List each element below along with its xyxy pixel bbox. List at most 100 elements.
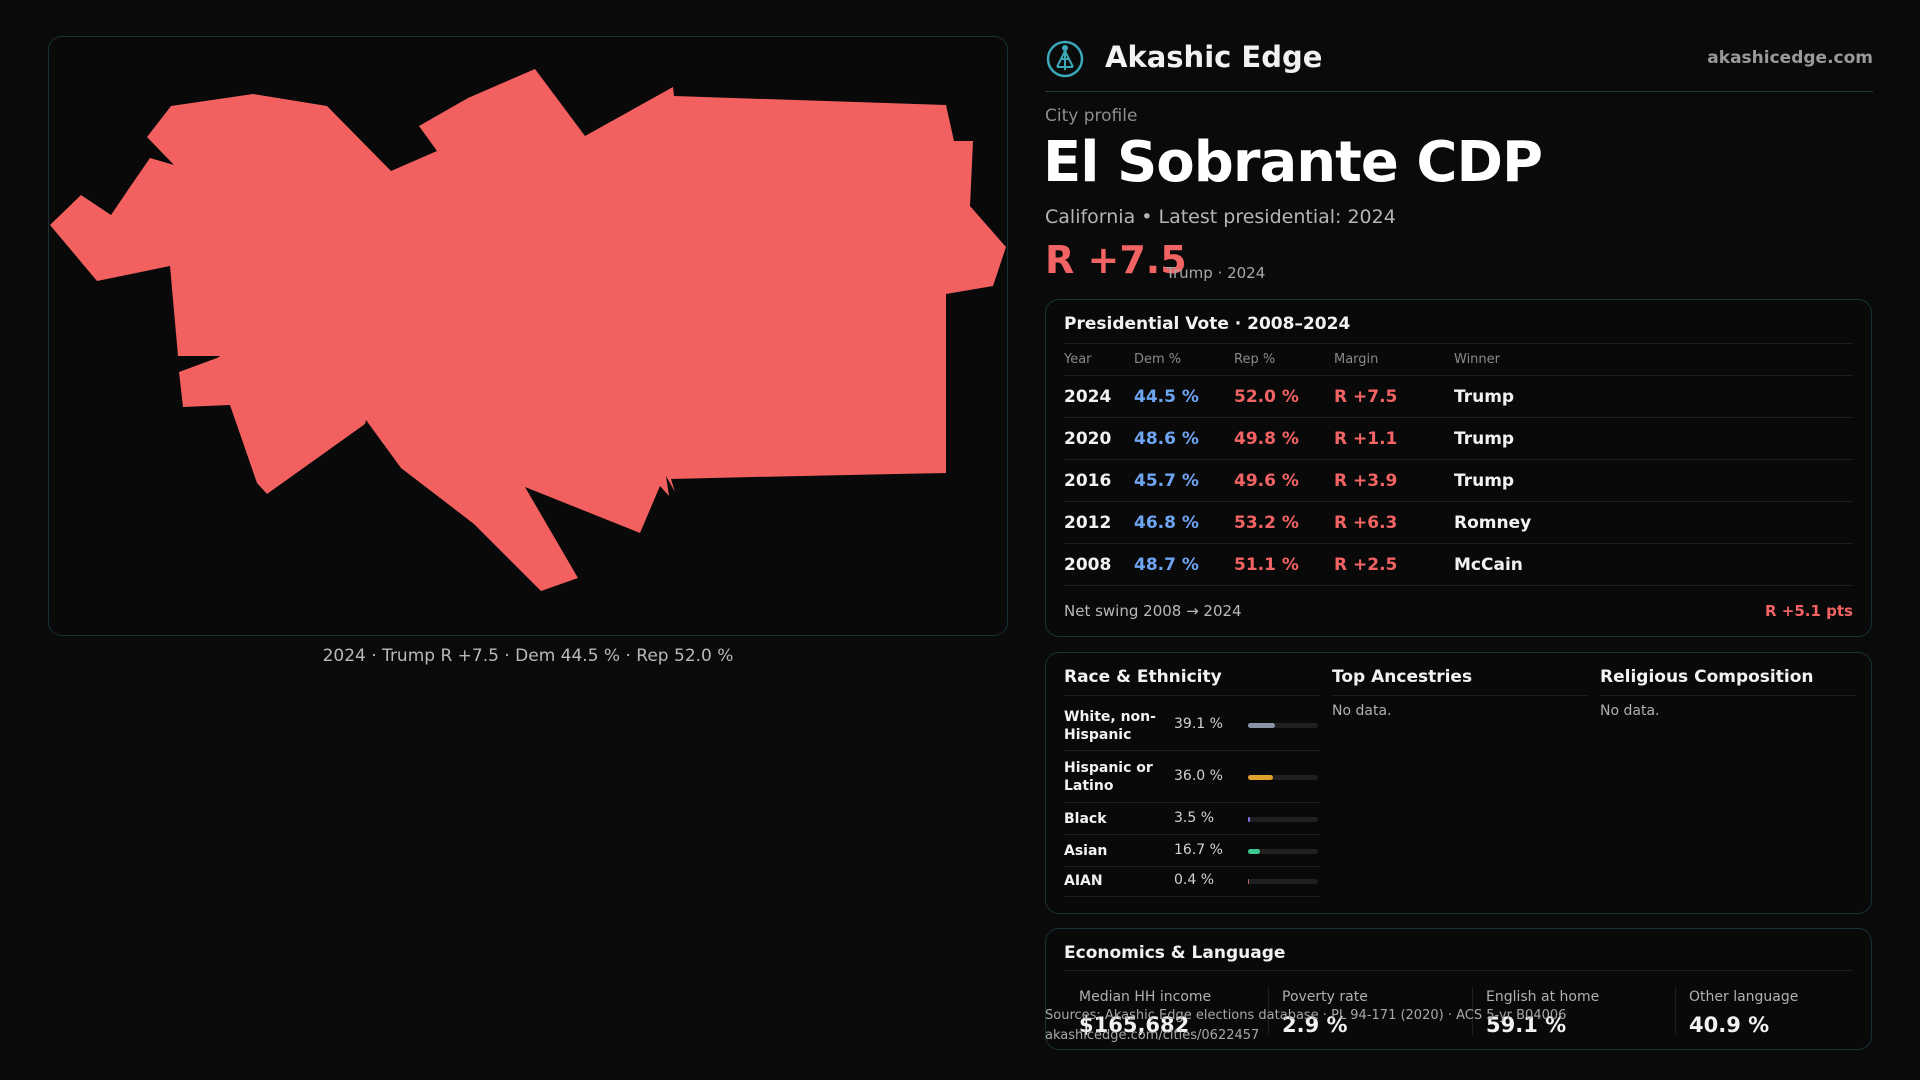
divider: [1472, 987, 1473, 1035]
cell-dem: 45.7 %: [1134, 471, 1199, 491]
circle-network-logo-icon: [1046, 40, 1084, 78]
map-caption: 2024 · Trump R +7.5 · Dem 44.5 % · Rep 5…: [322, 646, 734, 666]
cell-margin: R +3.9: [1334, 471, 1398, 491]
cell-year: 2012: [1064, 513, 1112, 533]
race-bar-fill: [1248, 817, 1251, 822]
city-boundary-shape: [50, 69, 1006, 591]
site-header: Akashic Edge akashicedge.com: [1045, 36, 1873, 92]
cell-winner: Trump: [1454, 471, 1515, 491]
cell-year: 2008: [1064, 555, 1112, 575]
brand-url-link[interactable]: akashicedge.com: [1707, 48, 1873, 68]
net-swing-value: R +5.1 pts: [1765, 602, 1853, 620]
race-label: Black: [1064, 811, 1107, 827]
cell-year: 2024: [1064, 387, 1112, 407]
cell-winner: McCain: [1454, 555, 1523, 575]
race-pct: 3.5 %: [1174, 810, 1215, 826]
stat-value: 40.9 %: [1689, 1013, 1770, 1037]
source-url-link[interactable]: akashicedge.com/cities/0622457: [1045, 1028, 1260, 1043]
cell-rep: 52.0 %: [1234, 387, 1299, 407]
race-bar-fill: [1248, 723, 1276, 728]
page-title: El Sobrante CDP: [1043, 130, 1543, 195]
top-ancestries-title: Top Ancestries: [1332, 667, 1473, 687]
cell-dem: 46.8 %: [1134, 513, 1199, 533]
race-pct: 16.7 %: [1174, 842, 1223, 858]
cell-year: 2020: [1064, 429, 1112, 449]
cell-dem: 48.7 %: [1134, 555, 1199, 575]
map-panel: [48, 36, 1008, 636]
headline-margin: R +7.5: [1045, 238, 1187, 282]
cell-margin: R +7.5: [1334, 387, 1398, 407]
race-row: AIAN 0.4 %: [1064, 867, 1320, 897]
divider: [1064, 970, 1853, 971]
city-boundary-map: [50, 69, 1006, 591]
cell-year: 2016: [1064, 471, 1112, 491]
source-citation: Sources: Akashic Edge elections database…: [1045, 1008, 1567, 1023]
cell-winner: Trump: [1454, 429, 1515, 449]
race-pct: 0.4 %: [1174, 872, 1215, 888]
cell-winner: Romney: [1454, 513, 1532, 533]
race-bar-fill: [1248, 775, 1274, 780]
stat-value: 59.1 %: [1486, 1013, 1567, 1037]
table-row: 2016 45.7 % 49.6 % R +3.9 Trump: [1064, 460, 1853, 502]
header-dem: Dem %: [1134, 352, 1182, 367]
cell-margin: R +2.5: [1334, 555, 1398, 575]
cell-winner: Trump: [1454, 387, 1515, 407]
divider: [1064, 343, 1853, 344]
religion-empty: No data.: [1600, 703, 1660, 719]
divider: [1064, 695, 1320, 696]
race-ethnicity-title: Race & Ethnicity: [1064, 667, 1222, 687]
stat-label: English at home: [1486, 989, 1600, 1005]
cell-rep: 53.2 %: [1234, 513, 1299, 533]
table-row: 2024 44.5 % 52.0 % R +7.5 Trump: [1064, 376, 1853, 418]
header-rep: Rep %: [1234, 352, 1276, 367]
divider: [1268, 987, 1269, 1035]
headline-margin-note: Trump · 2024: [1166, 264, 1266, 282]
race-bar-track: [1248, 849, 1318, 854]
race-bar-track: [1248, 879, 1318, 884]
stat-label: Other language: [1689, 989, 1799, 1005]
race-label: Asian: [1064, 843, 1108, 859]
brand-name: Akashic Edge: [1105, 40, 1323, 74]
economics-title: Economics & Language: [1064, 943, 1286, 963]
stat-value: 2.9 %: [1282, 1013, 1348, 1037]
table-row: 2008 48.7 % 51.1 % R +2.5 McCain: [1064, 544, 1853, 586]
economics-card: Economics & Language Median HH income $1…: [1045, 928, 1872, 1050]
cell-dem: 44.5 %: [1134, 387, 1199, 407]
divider: [1600, 695, 1855, 696]
header-winner: Winner: [1454, 352, 1501, 367]
cell-rep: 49.6 %: [1234, 471, 1299, 491]
profile-eyebrow: City profile: [1045, 106, 1138, 126]
vote-card-title: Presidential Vote · 2008–2024: [1064, 314, 1351, 334]
stat-label: Median HH income: [1079, 989, 1212, 1005]
race-pct: 36.0 %: [1174, 768, 1223, 784]
source-footer: Sources: Akashic Edge elections database…: [1045, 1006, 1566, 1046]
divider: [1675, 987, 1676, 1035]
race-label: White, non-Hispanic: [1064, 709, 1156, 743]
divider: [1332, 695, 1588, 696]
stat-label: Poverty rate: [1282, 989, 1368, 1005]
cell-margin: R +1.1: [1334, 429, 1398, 449]
cell-margin: R +6.3: [1334, 513, 1398, 533]
race-bar-fill: [1248, 879, 1250, 884]
race-row: White, non-Hispanic 39.1 %: [1064, 701, 1320, 751]
demographics-card: Race & Ethnicity White, non-Hispanic 39.…: [1045, 652, 1872, 914]
vote-table-header: Year Dem % Rep % Margin Winner: [1064, 352, 1853, 376]
table-row: 2020 48.6 % 49.8 % R +1.1 Trump: [1064, 418, 1853, 460]
header-margin: Margin: [1334, 352, 1379, 367]
table-row: 2012 46.8 % 53.2 % R +6.3 Romney: [1064, 502, 1853, 544]
race-pct: 39.1 %: [1174, 716, 1223, 732]
race-bar-track: [1248, 775, 1318, 780]
profile-subtitle: California • Latest presidential: 2024: [1045, 206, 1396, 228]
race-row: Black 3.5 %: [1064, 803, 1320, 835]
cell-dem: 48.6 %: [1134, 429, 1199, 449]
race-label: AIAN: [1064, 873, 1103, 889]
cell-rep: 49.8 %: [1234, 429, 1299, 449]
cell-rep: 51.1 %: [1234, 555, 1299, 575]
religious-composition-title: Religious Composition: [1600, 667, 1814, 687]
ancestries-empty: No data.: [1332, 703, 1392, 719]
race-row: Asian 16.7 %: [1064, 835, 1320, 867]
race-bar-fill: [1248, 849, 1260, 854]
stat-value: $165,682: [1079, 1013, 1190, 1037]
net-swing-label: Net swing 2008 → 2024: [1064, 602, 1242, 620]
race-row: Hispanic or Latino 36.0 %: [1064, 751, 1320, 803]
